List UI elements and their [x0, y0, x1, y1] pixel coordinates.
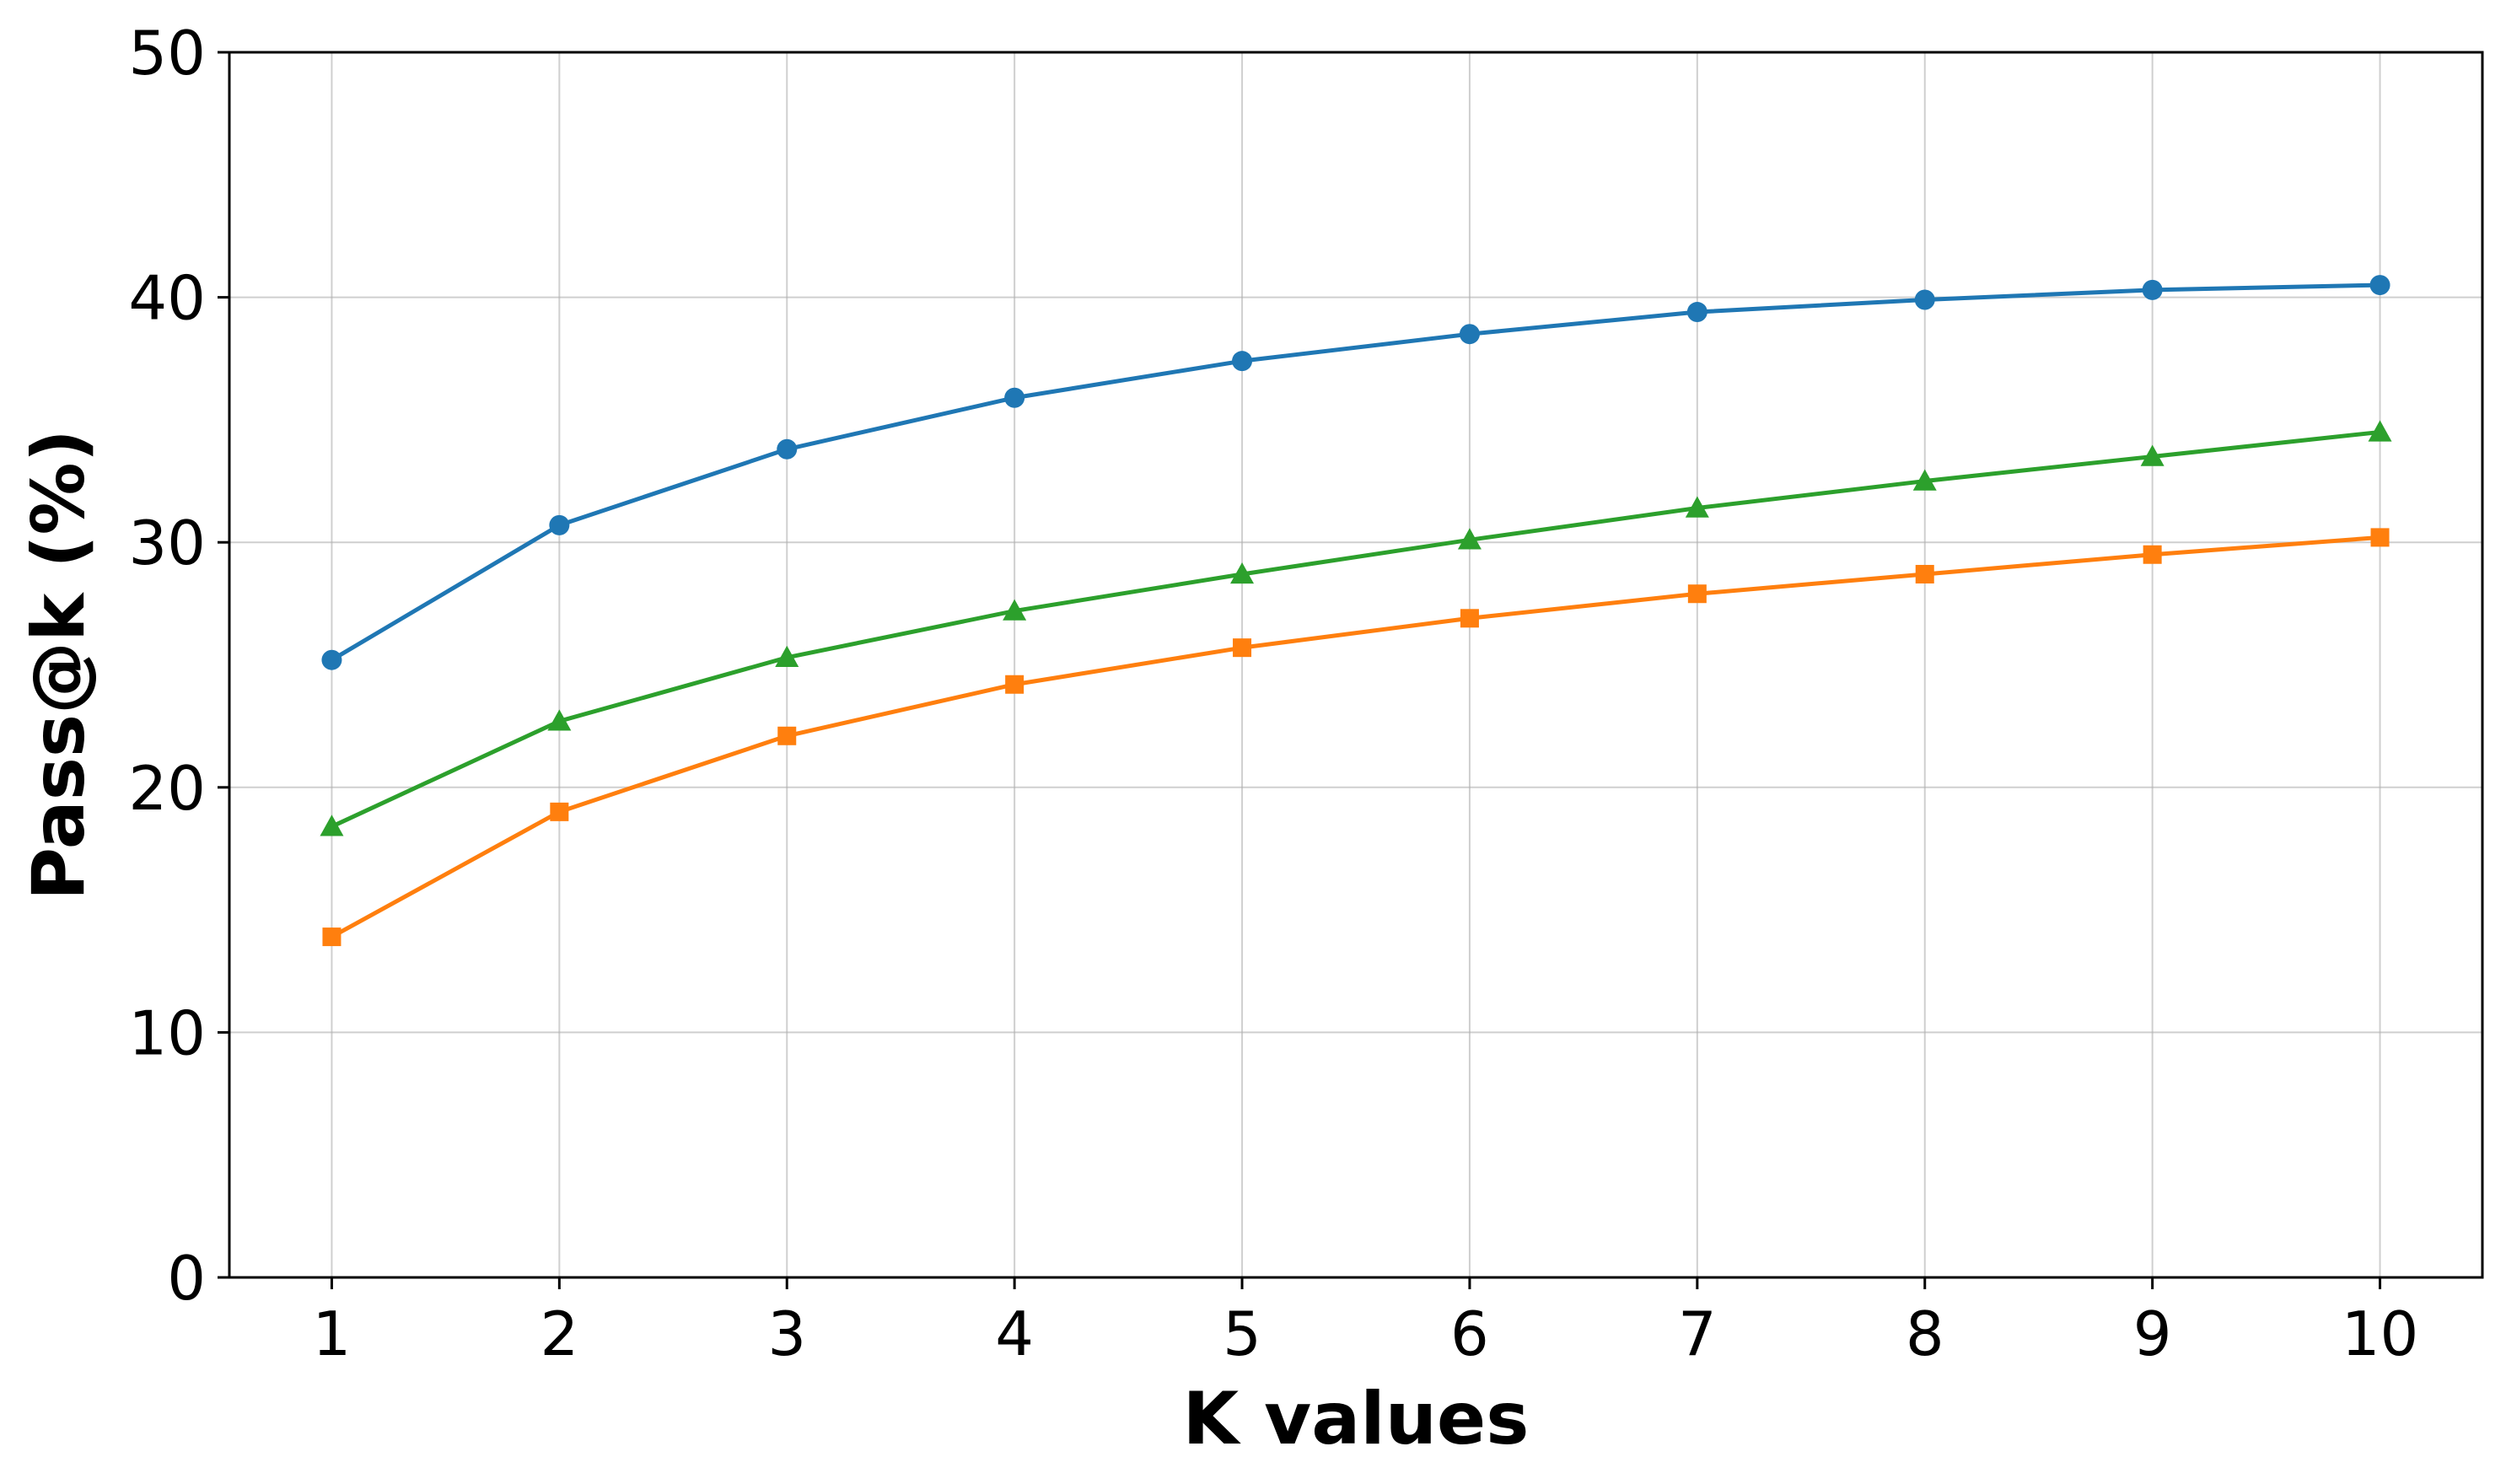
data-point-circle [777, 438, 798, 460]
data-point-circle [1686, 302, 1707, 323]
data-point-square [1005, 675, 1024, 694]
data-point-square [1460, 609, 1479, 628]
x-tick-label: 6 [1450, 1298, 1489, 1369]
x-tick-label: 2 [540, 1298, 578, 1369]
x-tick-label: 4 [995, 1298, 1034, 1369]
data-point-triangle [1003, 599, 1027, 621]
data-point-circle [1232, 351, 1253, 372]
y-tick-label: 50 [128, 18, 206, 89]
data-point-triangle [1230, 562, 1255, 584]
data-point-square [1687, 584, 1707, 604]
axis-ticks: 1 2 3 4 5 6 7 8 9 10 0 10 20 30 40 50 [128, 18, 2418, 1369]
data-point-triangle [547, 709, 572, 731]
x-tick-label: 8 [1906, 1298, 1944, 1369]
series-triangle [320, 420, 2392, 836]
x-tick-label: 1 [313, 1298, 352, 1369]
y-tick-label: 0 [167, 1243, 206, 1314]
grid-lines [229, 51, 2482, 1278]
x-tick-label: 3 [767, 1298, 806, 1369]
plot-frame [228, 51, 2484, 1279]
x-tick-label: 7 [1678, 1298, 1717, 1369]
data-point-triangle [2140, 444, 2165, 466]
data-point-circle [2369, 275, 2390, 296]
data-point-circle [549, 514, 570, 535]
data-point-square [777, 726, 797, 745]
data-point-square [2370, 528, 2390, 547]
data-point-circle [1459, 324, 1480, 345]
data-point-triangle [1457, 528, 1482, 550]
data-point-triangle [2368, 420, 2392, 442]
data-point-circle [2142, 279, 2163, 300]
y-tick-label: 40 [128, 263, 206, 334]
data-point-triangle [775, 645, 799, 667]
x-tick-label: 9 [2133, 1298, 2172, 1369]
series-line-circle [329, 282, 2383, 663]
data-point-circle [321, 649, 342, 670]
y-tick-label: 20 [128, 753, 206, 824]
data-point-triangle [1912, 469, 1937, 491]
y-tick-label: 10 [128, 997, 206, 1068]
data-point-triangle [320, 815, 344, 836]
data-point-square [2143, 545, 2162, 564]
x-tick-label: 10 [2342, 1298, 2419, 1369]
x-axis-title: K values [1183, 1377, 1530, 1461]
x-tick-label: 5 [1223, 1298, 1261, 1369]
data-point-triangle [1685, 496, 1709, 518]
y-axis-title: Pass@k (%) [17, 429, 101, 901]
series-lines [320, 275, 2392, 947]
data-point-square [550, 802, 569, 821]
series-line-triangle [329, 429, 2383, 829]
series-circle [321, 275, 2390, 670]
series-square [322, 528, 2390, 947]
y-tick-label: 30 [128, 508, 206, 578]
data-point-circle [1914, 289, 1935, 310]
data-point-square [322, 928, 341, 947]
data-point-square [1233, 638, 1252, 658]
data-point-circle [1004, 387, 1025, 408]
data-point-square [1915, 564, 1934, 583]
series-line-square [329, 535, 2383, 939]
